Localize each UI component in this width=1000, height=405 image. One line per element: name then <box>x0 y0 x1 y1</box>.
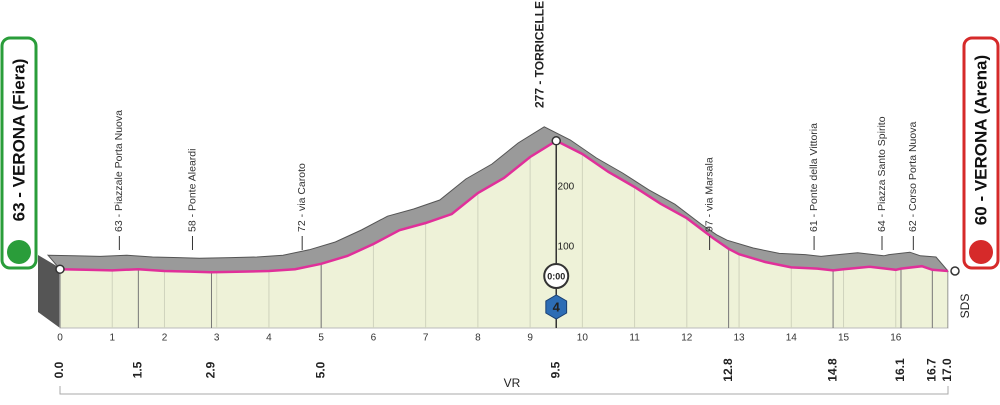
waypoint-label: 64 - Piazza Santo Spirito <box>876 116 888 232</box>
x-tick-label: 1 <box>109 333 115 344</box>
profile-wall <box>38 255 60 328</box>
waypoint-label: 62 - Corso Porta Nuova <box>907 122 919 232</box>
footer-bracket <box>59 386 949 395</box>
x-tick-label: 13 <box>733 333 745 344</box>
climb-category: 4 <box>553 299 561 314</box>
x-tick-label: 8 <box>475 333 481 344</box>
climb-icon <box>545 294 568 320</box>
key-distance-label: 16.7 <box>925 358 939 382</box>
x-tick-label: 15 <box>838 333 850 344</box>
y-tick-label: 100 <box>558 242 575 253</box>
key-distance-label: 9.5 <box>548 361 562 378</box>
x-tick-label: 16 <box>890 333 902 344</box>
x-tick-label: 2 <box>162 333 168 344</box>
x-tick-label: 3 <box>214 333 220 344</box>
y-tick-label: 200 <box>558 182 575 193</box>
footer-label: VR <box>504 376 521 390</box>
x-tick-label: 9 <box>527 333 533 344</box>
finish-icon <box>969 240 993 264</box>
waypoint-label: 63 - Piazzale Porta Nuova <box>113 110 125 232</box>
start-label: 63 - VERONA (Fiera) <box>9 59 28 222</box>
key-distance-label: 16.1 <box>893 358 907 382</box>
finish-dot <box>950 266 960 276</box>
summit-label: 277 - TORRICELLE <box>532 1 546 108</box>
start-dot <box>55 264 65 274</box>
finish-label: 60 - VERONA (Arena) <box>971 55 990 225</box>
key-distance-label: 1.5 <box>131 361 145 378</box>
x-tick-label: 7 <box>423 333 429 344</box>
x-tick-label: 6 <box>371 333 377 344</box>
key-distance-label: 14.8 <box>825 358 839 382</box>
key-distance-label: 17.0 <box>940 358 954 382</box>
finish-box <box>962 36 1000 270</box>
x-tick-label: 4 <box>266 333 272 344</box>
x-tick-label: 5 <box>318 333 324 344</box>
x-tick-label: 0 <box>57 333 63 344</box>
time-icon <box>543 263 570 289</box>
key-distance-label: 12.8 <box>721 358 735 382</box>
x-tick-label: 11 <box>629 333 640 344</box>
x-tick-label: 12 <box>681 333 693 344</box>
waypoint-label: 72 - via Caroto <box>296 163 308 232</box>
x-tick-label: 14 <box>786 333 798 344</box>
waypoint-label: 58 - Ponte Aleardi <box>186 149 198 232</box>
x-tick-label: 10 <box>577 333 589 344</box>
start-box <box>0 36 38 270</box>
summit-dot <box>551 136 561 146</box>
waypoint-label: 97 - via Marsala <box>703 157 715 232</box>
side-label: SDS <box>958 294 972 319</box>
key-distance-label: 0.0 <box>52 361 66 378</box>
waypoint-label: 61 - Ponte della Vittoria <box>808 123 820 232</box>
time-label: 0:00 <box>547 271 565 281</box>
key-distance-label: 5.0 <box>313 361 327 378</box>
start-icon <box>7 240 31 264</box>
key-distance-label: 2.9 <box>204 361 218 378</box>
